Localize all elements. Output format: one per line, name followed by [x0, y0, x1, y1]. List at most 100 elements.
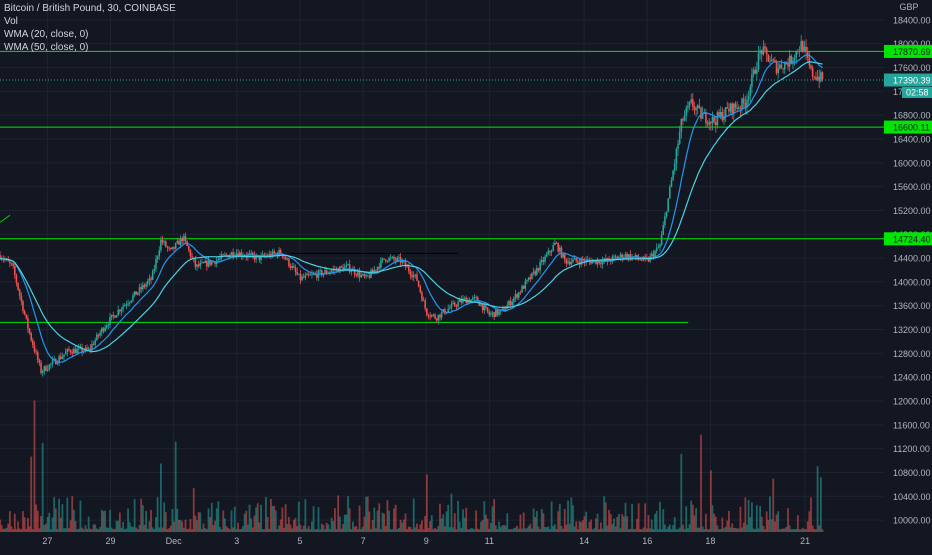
- volume-bar: [335, 529, 338, 532]
- volume-bar: [629, 528, 632, 532]
- volume-bar: [166, 529, 169, 532]
- time-tick-label: 21: [800, 536, 810, 546]
- volume-bar: [30, 456, 33, 532]
- volume-bar: [192, 488, 195, 532]
- volume-bar: [805, 529, 807, 532]
- volume-bar: [537, 526, 540, 532]
- volume-bar: [527, 525, 530, 532]
- candle-body: [222, 254, 225, 256]
- candle-body: [733, 103, 735, 115]
- volume-bar: [567, 500, 569, 532]
- candle-body: [68, 349, 70, 351]
- candle-body: [726, 107, 729, 109]
- candle-body: [271, 251, 274, 257]
- candle-body: [641, 260, 643, 261]
- candle-body: [219, 257, 221, 260]
- volume-bar: [153, 528, 156, 532]
- volume-bar: [468, 529, 471, 532]
- volume-bar: [560, 525, 563, 532]
- candle-body: [69, 350, 72, 353]
- candle-body: [795, 51, 798, 58]
- volume-bar: [404, 513, 407, 532]
- volume-bar: [550, 501, 553, 532]
- volume-bar: [754, 529, 757, 532]
- volume-bar: [189, 518, 192, 532]
- candle-body: [174, 243, 177, 249]
- volume-bar: [816, 466, 819, 532]
- volume-bar: [84, 525, 87, 532]
- candle-body: [634, 254, 637, 257]
- candle-body: [360, 274, 362, 278]
- candle-body: [513, 298, 515, 302]
- volume-bar: [151, 527, 154, 532]
- candle-body: [279, 249, 282, 254]
- volume-bar: [593, 528, 596, 532]
- volume-bar: [89, 528, 92, 532]
- volume-bar: [12, 529, 15, 532]
- candle-body: [736, 107, 738, 109]
- volume-bar: [673, 517, 676, 532]
- candle-body: [803, 46, 806, 52]
- volume-bar: [503, 524, 505, 532]
- volume-bar: [237, 522, 239, 532]
- volume-bar: [649, 528, 652, 532]
- candle-body: [601, 260, 604, 265]
- candle-body: [705, 112, 707, 124]
- candle-body: [130, 300, 133, 303]
- volume-bar: [421, 520, 423, 532]
- volume-bar: [109, 509, 111, 532]
- candle-body: [102, 328, 105, 332]
- price-tick-label: 10000.00: [893, 516, 931, 526]
- volume-bar: [430, 515, 433, 532]
- candle-body: [751, 74, 753, 87]
- candle-body: [133, 291, 136, 296]
- volume-bar: [471, 528, 474, 532]
- candle-body: [724, 107, 727, 117]
- candle-body: [511, 301, 514, 306]
- volume-bar: [199, 512, 202, 532]
- countdown-bg: [902, 87, 932, 99]
- volume-bar: [485, 514, 487, 532]
- candle-body: [458, 299, 461, 303]
- candle-body: [677, 143, 679, 149]
- candle-body: [690, 99, 692, 103]
- candle-body: [618, 257, 620, 259]
- volume-bar: [591, 529, 594, 532]
- candle-body: [237, 253, 239, 257]
- volume-bar: [64, 528, 67, 532]
- volume-bar: [516, 525, 519, 532]
- candle-body: [199, 262, 202, 267]
- candle-body: [125, 304, 128, 306]
- volume-bar: [260, 504, 262, 532]
- candle-body: [624, 253, 627, 258]
- volume-bar: [572, 505, 574, 532]
- candle-body: [122, 306, 124, 310]
- volume-bar: [721, 517, 724, 532]
- volume-bar: [652, 529, 655, 532]
- volume-bar: [631, 503, 633, 532]
- candle-body: [353, 269, 356, 275]
- volume-bar: [672, 524, 675, 532]
- candle-body: [51, 360, 54, 364]
- volume-bar: [159, 463, 162, 532]
- volume-bar: [618, 513, 620, 532]
- volume-bar: [45, 523, 47, 532]
- candle-body: [179, 237, 182, 245]
- volume-bar: [370, 529, 372, 532]
- candle-body: [207, 260, 210, 267]
- candle-body: [596, 260, 599, 264]
- candle-body: [18, 289, 21, 296]
- candle-body: [146, 281, 149, 285]
- candle-body: [283, 256, 285, 258]
- volume-bar: [115, 520, 118, 532]
- volume-bar: [616, 517, 619, 532]
- volume-bar: [396, 529, 399, 532]
- volume-bar: [184, 519, 187, 532]
- candle-body: [508, 300, 510, 306]
- volume-bar: [455, 529, 458, 532]
- volume-bar: [463, 517, 466, 532]
- candle-body: [754, 69, 756, 74]
- time-tick-label: 14: [579, 536, 589, 546]
